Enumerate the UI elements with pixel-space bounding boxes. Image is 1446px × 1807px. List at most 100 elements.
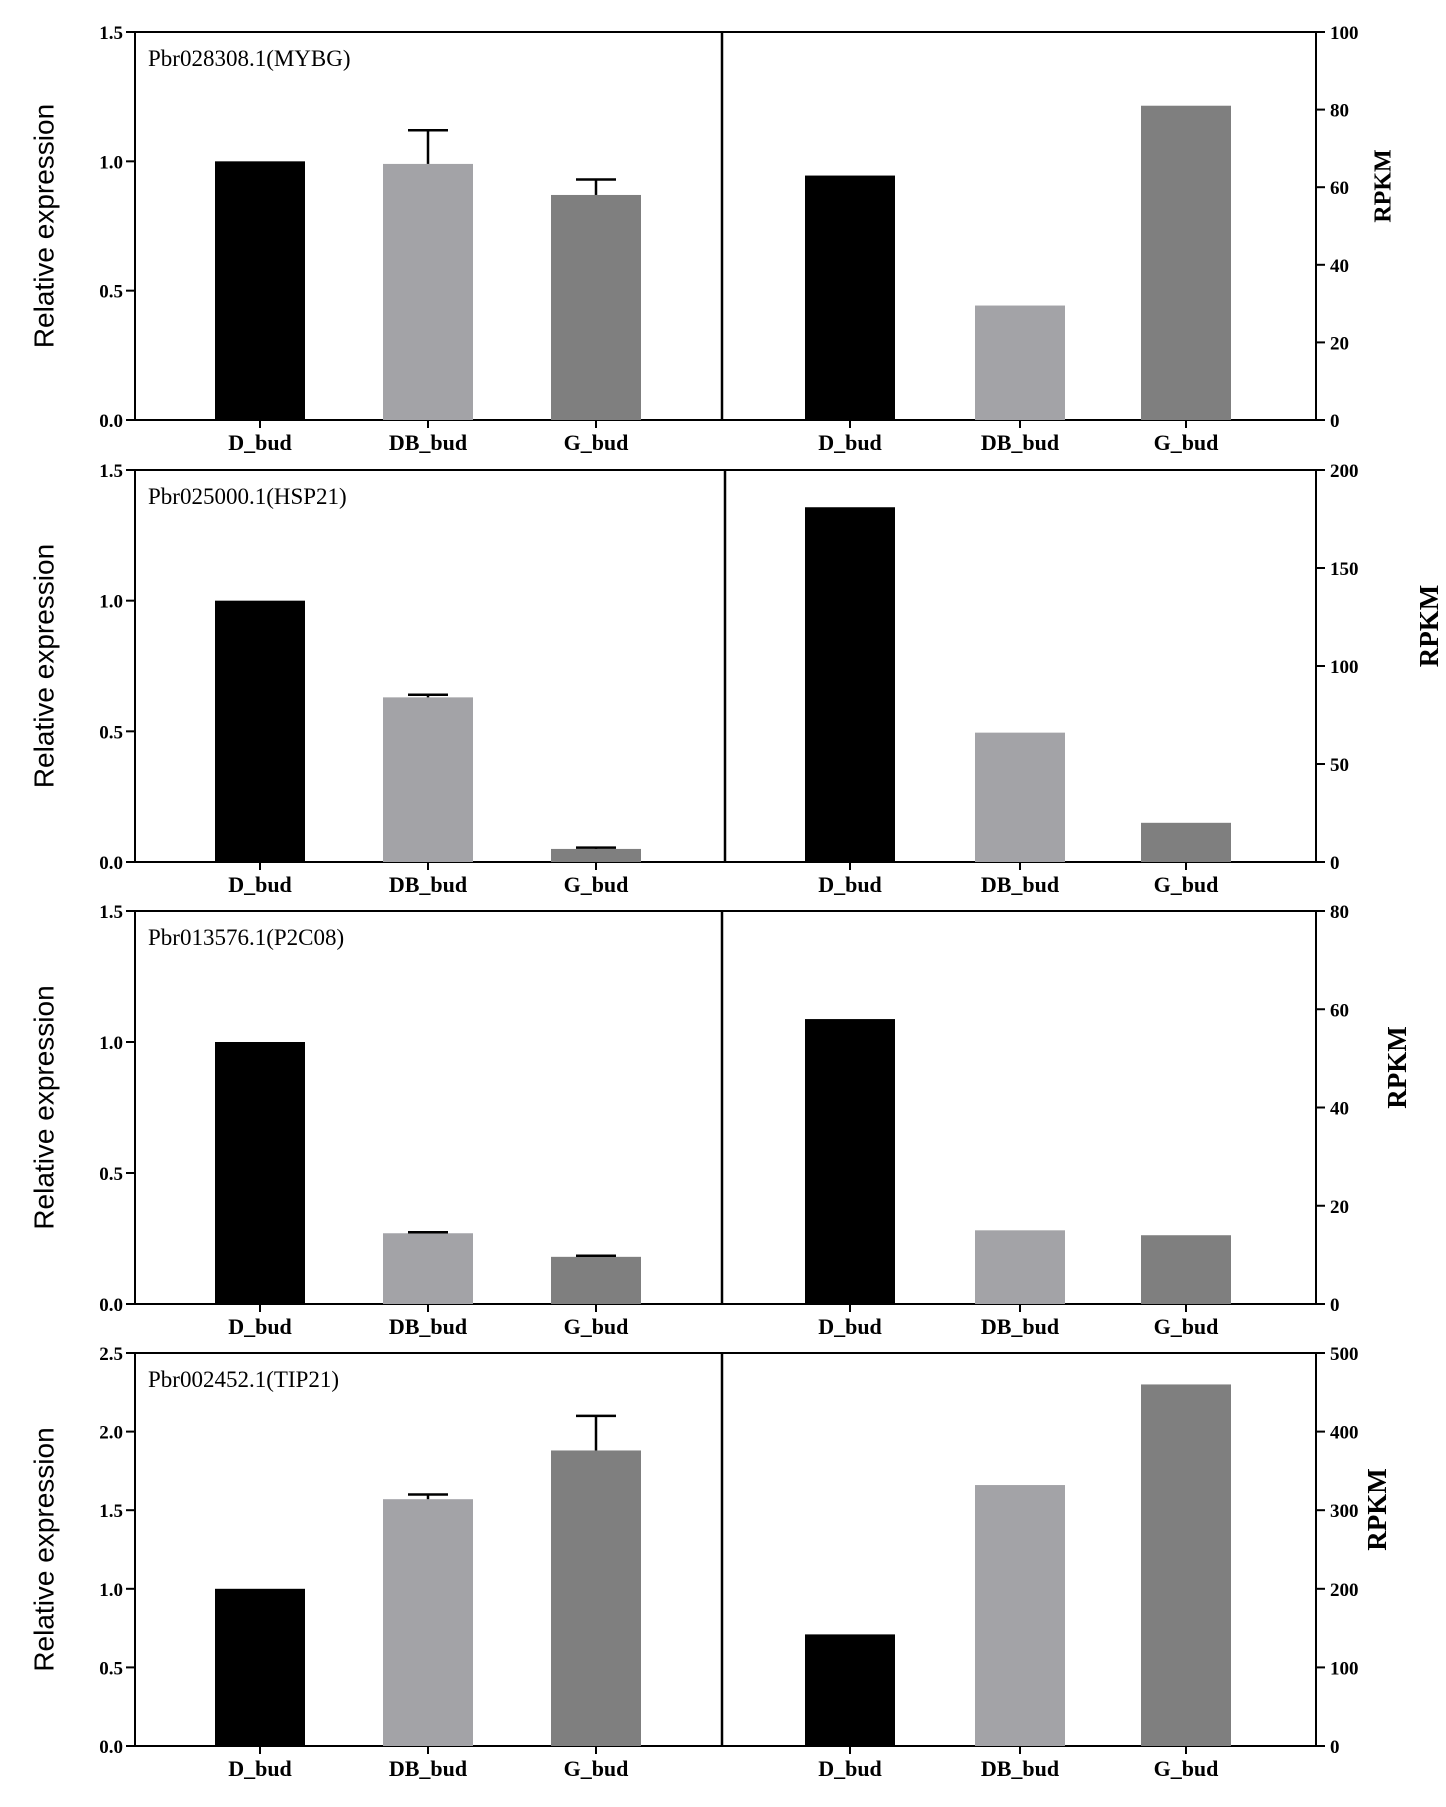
right-bar-D_bud — [805, 1019, 895, 1304]
right-x-label: G_bud — [1154, 1314, 1219, 1339]
panel-title: Pbr002452.1(TIP21) — [148, 1367, 339, 1392]
panel-1: 0.0 0.5 1.0 1.5 0 20 40 60 80 100 D_bud D_bud DB_bud… — [28, 23, 1396, 455]
left-y-tick-label: 2.5 — [99, 1344, 123, 1365]
right-y-tick-label: 100 — [1330, 23, 1359, 44]
left-y-tick-label: 0.0 — [99, 411, 123, 432]
left-x-label: DB_bud — [389, 872, 467, 897]
right-y-tick-label: 60 — [1330, 1000, 1349, 1021]
left-y-tick-label: 0.5 — [99, 722, 123, 743]
left-y-axis-label: Relative expression — [28, 1427, 59, 1671]
right-y-axis-label: RPKM — [1414, 585, 1444, 667]
left-y-tick-label: 1.5 — [99, 1501, 123, 1522]
panel-title: Pbr025000.1(HSP21) — [148, 484, 347, 509]
left-y-tick-label: 0.0 — [99, 1737, 123, 1758]
left-x-label: G_bud — [564, 430, 629, 455]
right-bar-G_bud — [1141, 105, 1231, 420]
left-x-label: D_bud — [228, 1314, 292, 1339]
left-y-tick-label: 0.5 — [99, 1658, 123, 1679]
right-y-axis-label: RPKM — [1371, 149, 1397, 222]
left-y-tick-label: 2.0 — [99, 1423, 123, 1444]
left-bar-D_bud — [215, 1588, 305, 1746]
right-y-tick-label: 400 — [1330, 1423, 1359, 1444]
right-y-tick-label: 20 — [1330, 333, 1349, 354]
panel-title: Pbr013576.1(P2C08) — [148, 925, 344, 950]
left-y-tick-label: 1.0 — [99, 1033, 123, 1054]
right-y-tick-label: 100 — [1330, 657, 1359, 678]
left-bar-DB_bud — [383, 1233, 473, 1304]
left-bar-G_bud — [551, 1256, 641, 1304]
left-y-axis-label: Relative expression — [28, 544, 59, 788]
right-y-tick-label: 40 — [1330, 1099, 1349, 1120]
right-x-label: D_bud — [818, 872, 882, 897]
right-bar-G_bud — [1141, 1384, 1231, 1746]
left-y-tick-label: 1.5 — [99, 902, 123, 923]
right-bar-DB_bud — [975, 305, 1065, 420]
right-bar-DB_bud — [975, 1485, 1065, 1746]
right-y-tick-label: 0 — [1330, 411, 1340, 432]
right-y-tick-label: 200 — [1330, 1580, 1359, 1601]
panel-3: 0.0 0.5 1.0 1.5 0 20 40 60 80 D_bud D_bud DB_bud DB_… — [28, 902, 1412, 1339]
left-y-tick-label: 1.0 — [99, 592, 123, 613]
right-y-tick-label: 40 — [1330, 256, 1349, 277]
right-y-tick-label: 50 — [1330, 755, 1349, 776]
left-y-tick-label: 0.0 — [99, 1295, 123, 1316]
left-x-label: DB_bud — [389, 1314, 467, 1339]
left-x-label: D_bud — [228, 1756, 292, 1781]
right-y-tick-label: 20 — [1330, 1197, 1349, 1218]
right-bar-D_bud — [805, 507, 895, 862]
right-bar-D_bud — [805, 1634, 895, 1746]
left-y-tick-label: 0.5 — [99, 282, 123, 303]
panel-2: 0.0 0.5 1.0 1.5 0 50 100 150 200 D_bud D_bud DB_bud… — [28, 461, 1444, 897]
left-x-label: G_bud — [564, 1314, 629, 1339]
right-x-label: G_bud — [1154, 872, 1219, 897]
left-bar-G_bud — [551, 1450, 641, 1746]
left-bar-DB_bud — [383, 1499, 473, 1746]
left-x-label: G_bud — [564, 872, 629, 897]
right-y-tick-label: 80 — [1330, 101, 1349, 122]
left-bar-D_bud — [215, 1042, 305, 1304]
right-x-label: DB_bud — [981, 430, 1059, 455]
left-y-tick-label: 0.0 — [99, 853, 123, 874]
right-bar-D_bud — [805, 175, 895, 420]
right-y-tick-label: 80 — [1330, 902, 1349, 923]
left-bar-D_bud — [215, 161, 305, 421]
right-y-axis-label: RPKM — [1362, 1468, 1392, 1550]
right-x-label: DB_bud — [981, 1756, 1059, 1781]
panel-title: Pbr028308.1(MYBG) — [148, 46, 351, 71]
right-bar-DB_bud — [975, 732, 1065, 862]
left-y-axis-label: Relative expression — [28, 104, 59, 348]
right-y-tick-label: 0 — [1330, 1737, 1340, 1758]
right-x-label: G_bud — [1154, 1756, 1219, 1781]
panel-4: 0.0 0.5 1.0 1.5 2.0 2.5 0 100 200 300 400 500 D_bud D… — [28, 1344, 1392, 1781]
right-bar-G_bud — [1141, 1235, 1231, 1304]
right-y-tick-label: 100 — [1330, 1658, 1359, 1679]
left-bar-DB_bud — [383, 163, 473, 421]
left-x-label: DB_bud — [389, 430, 467, 455]
left-bar-DB_bud — [383, 697, 473, 862]
left-bar-D_bud — [215, 600, 305, 862]
right-y-tick-label: 200 — [1330, 461, 1359, 482]
left-x-label: G_bud — [564, 1756, 629, 1781]
left-y-tick-label: 0.5 — [99, 1164, 123, 1185]
right-bar-G_bud — [1141, 822, 1231, 862]
left-bar-G_bud — [551, 848, 641, 862]
right-x-label: DB_bud — [981, 872, 1059, 897]
left-x-label: DB_bud — [389, 1756, 467, 1781]
right-y-tick-label: 150 — [1330, 559, 1359, 580]
right-x-label: DB_bud — [981, 1314, 1059, 1339]
right-x-label: D_bud — [818, 430, 882, 455]
right-x-label: G_bud — [1154, 430, 1219, 455]
right-y-tick-label: 0 — [1330, 1295, 1340, 1316]
left-y-tick-label: 1.5 — [99, 23, 123, 44]
right-y-tick-label: 500 — [1330, 1344, 1359, 1365]
left-bar-G_bud — [551, 194, 641, 420]
left-x-label: D_bud — [228, 430, 292, 455]
left-y-tick-label: 1.0 — [99, 152, 123, 173]
right-y-tick-label: 0 — [1330, 853, 1340, 874]
right-y-axis-label: RPKM — [1382, 1026, 1412, 1108]
right-y-tick-label: 60 — [1330, 178, 1349, 199]
right-bar-DB_bud — [975, 1230, 1065, 1304]
left-y-tick-label: 1.5 — [99, 461, 123, 482]
